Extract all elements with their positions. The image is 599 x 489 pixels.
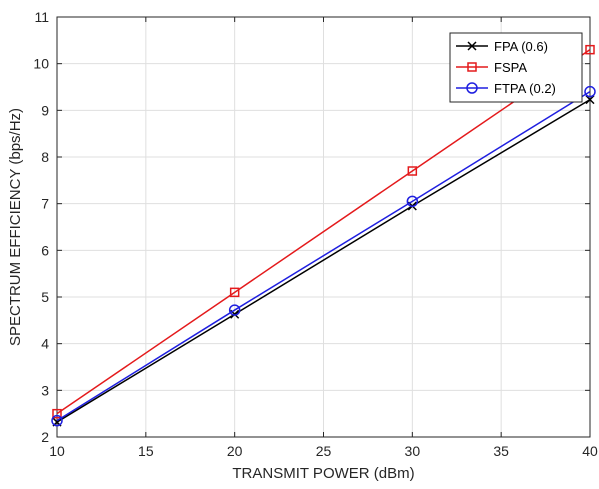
y-tick-label: 5 bbox=[41, 289, 49, 305]
series-line bbox=[56, 98, 591, 423]
series-line bbox=[56, 49, 591, 415]
y-axis-label: SPECTRUM EFFICIENCY (bps/Hz) bbox=[7, 108, 24, 346]
data-point bbox=[51, 414, 63, 427]
y-tick-label: 8 bbox=[41, 149, 49, 165]
y-tick-label: 10 bbox=[33, 56, 49, 72]
y-tick-label: 9 bbox=[41, 102, 49, 118]
x-axis-label: TRANSMIT POWER (dBm) bbox=[232, 465, 414, 482]
x-tick-label: 40 bbox=[582, 443, 598, 459]
legend-marker bbox=[466, 82, 478, 94]
y-tick-label: 4 bbox=[41, 336, 49, 352]
y-tick-label: 7 bbox=[41, 196, 49, 212]
legend: FPA (0.6) FSPA FTPA (0.2) bbox=[449, 32, 583, 103]
x-tick-label: 35 bbox=[493, 443, 509, 459]
y-tick-label: 6 bbox=[41, 242, 49, 258]
legend-marker bbox=[467, 62, 477, 72]
legend-entry: FSPA bbox=[456, 60, 527, 75]
y-tick-label: 3 bbox=[41, 382, 49, 398]
data-point bbox=[229, 287, 240, 298]
series-line bbox=[56, 91, 591, 422]
series-0 bbox=[52, 95, 595, 427]
data-point bbox=[585, 95, 595, 105]
series-layer bbox=[51, 44, 596, 427]
data-point bbox=[228, 304, 241, 316]
y-tick-label: 2 bbox=[41, 429, 49, 445]
x-tick-label: 20 bbox=[227, 443, 243, 459]
legend-entry: FPA (0.6) bbox=[456, 39, 548, 54]
legend-label: FSPA bbox=[494, 60, 527, 75]
data-point bbox=[585, 44, 595, 55]
legend-label: FTPA (0.2) bbox=[494, 81, 556, 96]
x-tick-label: 10 bbox=[49, 443, 65, 459]
x-tick-label: 15 bbox=[138, 443, 154, 459]
legend-marker bbox=[467, 41, 477, 51]
y-tick-label: 11 bbox=[34, 9, 49, 25]
series-1 bbox=[52, 44, 595, 419]
series-2 bbox=[51, 85, 596, 427]
x-tick-label: 25 bbox=[316, 443, 332, 459]
data-point bbox=[52, 408, 62, 419]
data-point bbox=[406, 195, 419, 208]
axis-ticks: 10 15 20 25 30 35 40 2 3 4 5 6 7 8 9 10 11 bbox=[33, 9, 598, 459]
legend-label: FPA (0.6) bbox=[494, 39, 548, 54]
x-tick-label: 30 bbox=[405, 443, 421, 459]
data-point bbox=[407, 166, 418, 176]
legend-entry: FTPA (0.2) bbox=[456, 81, 556, 96]
data-point bbox=[584, 85, 596, 98]
